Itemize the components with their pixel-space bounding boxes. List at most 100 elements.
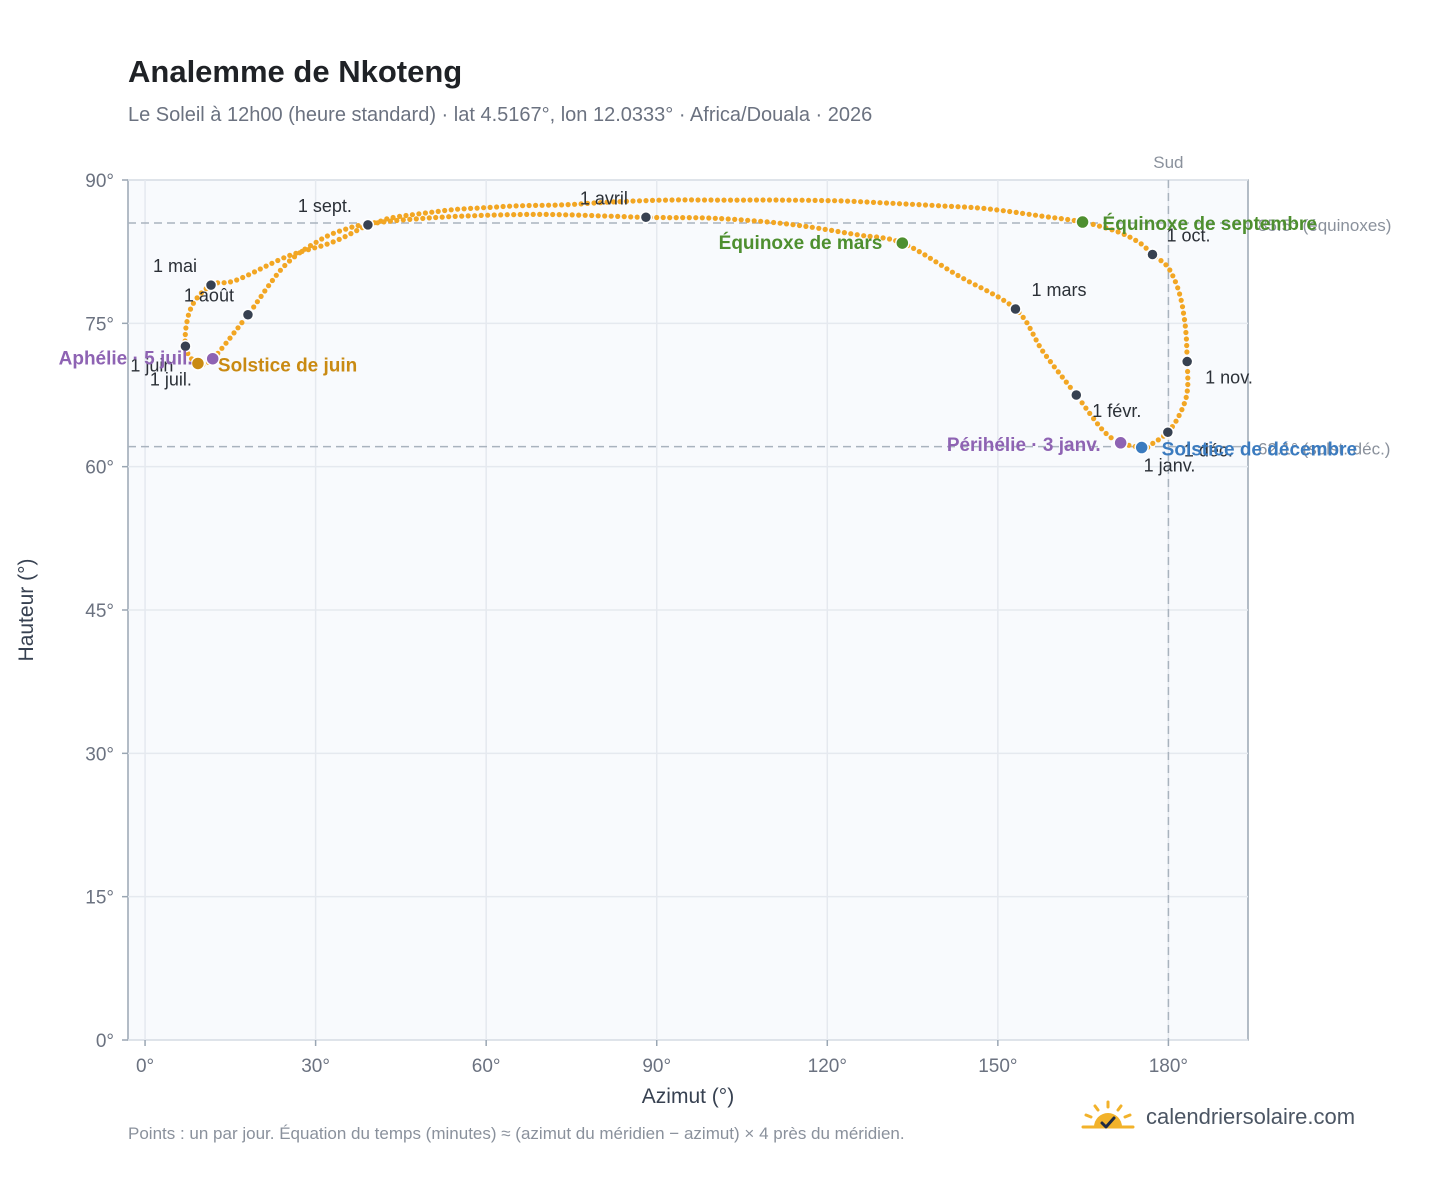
daily-point bbox=[1059, 374, 1065, 380]
month-label: 1 mars bbox=[1031, 280, 1086, 300]
x-tick-label: 0° bbox=[136, 1056, 154, 1077]
daily-point bbox=[537, 211, 543, 217]
daily-point bbox=[349, 224, 355, 230]
daily-point bbox=[634, 214, 640, 220]
daily-point bbox=[955, 272, 961, 279]
daily-point bbox=[886, 236, 893, 242]
daily-point bbox=[753, 197, 760, 203]
event-marker bbox=[1113, 435, 1128, 451]
daily-point bbox=[680, 215, 686, 221]
y-tick-label: 15° bbox=[85, 888, 114, 909]
daily-point bbox=[825, 198, 831, 204]
daily-point bbox=[816, 225, 822, 231]
daily-point bbox=[727, 197, 734, 203]
daily-point bbox=[1099, 426, 1105, 432]
daily-point bbox=[578, 201, 584, 207]
daily-point bbox=[313, 239, 319, 245]
daily-point bbox=[287, 252, 293, 258]
daily-point bbox=[286, 258, 293, 264]
daily-point bbox=[708, 197, 714, 203]
daily-point bbox=[933, 259, 939, 265]
brand: calendriersolaire.com bbox=[1080, 1100, 1355, 1134]
daily-point bbox=[1183, 394, 1189, 400]
daily-point bbox=[1138, 241, 1144, 247]
event-label: Aphélie · 5 juil. bbox=[59, 349, 193, 370]
daily-point bbox=[1121, 231, 1127, 237]
daily-point bbox=[861, 233, 867, 239]
daily-point bbox=[1184, 349, 1190, 355]
daily-point bbox=[1063, 379, 1069, 385]
daily-point bbox=[809, 224, 815, 230]
daily-point bbox=[1167, 267, 1173, 273]
daily-point bbox=[251, 304, 257, 310]
daily-point bbox=[1030, 331, 1036, 337]
y-tick-label: 45° bbox=[85, 601, 114, 622]
y-tick-label: 60° bbox=[85, 458, 114, 479]
daily-point bbox=[796, 222, 803, 229]
daily-point bbox=[832, 198, 838, 204]
month-label: 1 juin bbox=[130, 355, 173, 375]
footnote: Points : un par jour. Équation du temps … bbox=[128, 1124, 905, 1143]
daily-point bbox=[961, 204, 968, 210]
daily-point bbox=[835, 228, 841, 235]
daily-point bbox=[465, 213, 471, 219]
daily-point bbox=[944, 266, 950, 272]
daily-point bbox=[1143, 245, 1149, 251]
daily-point bbox=[1000, 208, 1006, 214]
daily-point bbox=[403, 212, 409, 219]
daily-point bbox=[1036, 343, 1042, 349]
month-marker bbox=[1146, 248, 1159, 261]
daily-point bbox=[1180, 310, 1187, 316]
daily-point bbox=[1185, 381, 1191, 388]
daily-point bbox=[1182, 323, 1188, 329]
x-tick-label: 30° bbox=[301, 1056, 330, 1077]
daily-point bbox=[966, 279, 973, 285]
daily-point bbox=[779, 197, 786, 203]
daily-point bbox=[539, 202, 545, 208]
daily-point bbox=[1179, 407, 1185, 413]
daily-point bbox=[602, 213, 608, 219]
daily-point bbox=[656, 197, 662, 203]
daily-point bbox=[183, 325, 189, 331]
daily-point bbox=[929, 202, 935, 208]
daily-point bbox=[533, 202, 539, 208]
daily-point bbox=[1183, 329, 1189, 336]
month-label: 1 mai bbox=[153, 256, 197, 276]
daily-point bbox=[262, 288, 268, 294]
daily-point bbox=[851, 198, 857, 204]
daily-point bbox=[442, 207, 448, 214]
daily-point bbox=[381, 219, 387, 225]
daily-point bbox=[1083, 405, 1089, 411]
daily-point bbox=[572, 201, 578, 207]
daily-point bbox=[623, 198, 630, 204]
daily-point bbox=[732, 216, 738, 222]
daily-point bbox=[269, 277, 275, 284]
daily-point bbox=[273, 272, 279, 278]
month-label: 1 janv. bbox=[1144, 456, 1196, 476]
month-label: 1 août bbox=[184, 286, 234, 306]
daily-point bbox=[182, 331, 188, 338]
daily-point bbox=[1052, 215, 1058, 221]
daily-point bbox=[552, 202, 558, 208]
daily-point bbox=[409, 212, 415, 218]
daily-point bbox=[693, 215, 699, 221]
daily-point bbox=[1176, 412, 1182, 419]
daily-point bbox=[1173, 418, 1179, 424]
daily-point bbox=[348, 231, 354, 237]
daily-point bbox=[330, 239, 336, 245]
event-marker bbox=[205, 351, 220, 366]
daily-point bbox=[1033, 337, 1039, 343]
daily-point bbox=[387, 218, 393, 224]
daily-point bbox=[336, 228, 343, 234]
daily-point bbox=[695, 197, 701, 203]
x-tick-label: 120° bbox=[808, 1056, 847, 1077]
event-label: Solstice de décembre bbox=[1162, 440, 1357, 461]
daily-point bbox=[481, 205, 487, 211]
daily-point bbox=[890, 200, 896, 206]
daily-point bbox=[1007, 208, 1013, 215]
daily-point bbox=[584, 200, 591, 206]
daily-point bbox=[621, 214, 627, 220]
daily-point bbox=[1087, 410, 1093, 416]
daily-point bbox=[461, 206, 467, 212]
daily-point bbox=[556, 212, 562, 218]
